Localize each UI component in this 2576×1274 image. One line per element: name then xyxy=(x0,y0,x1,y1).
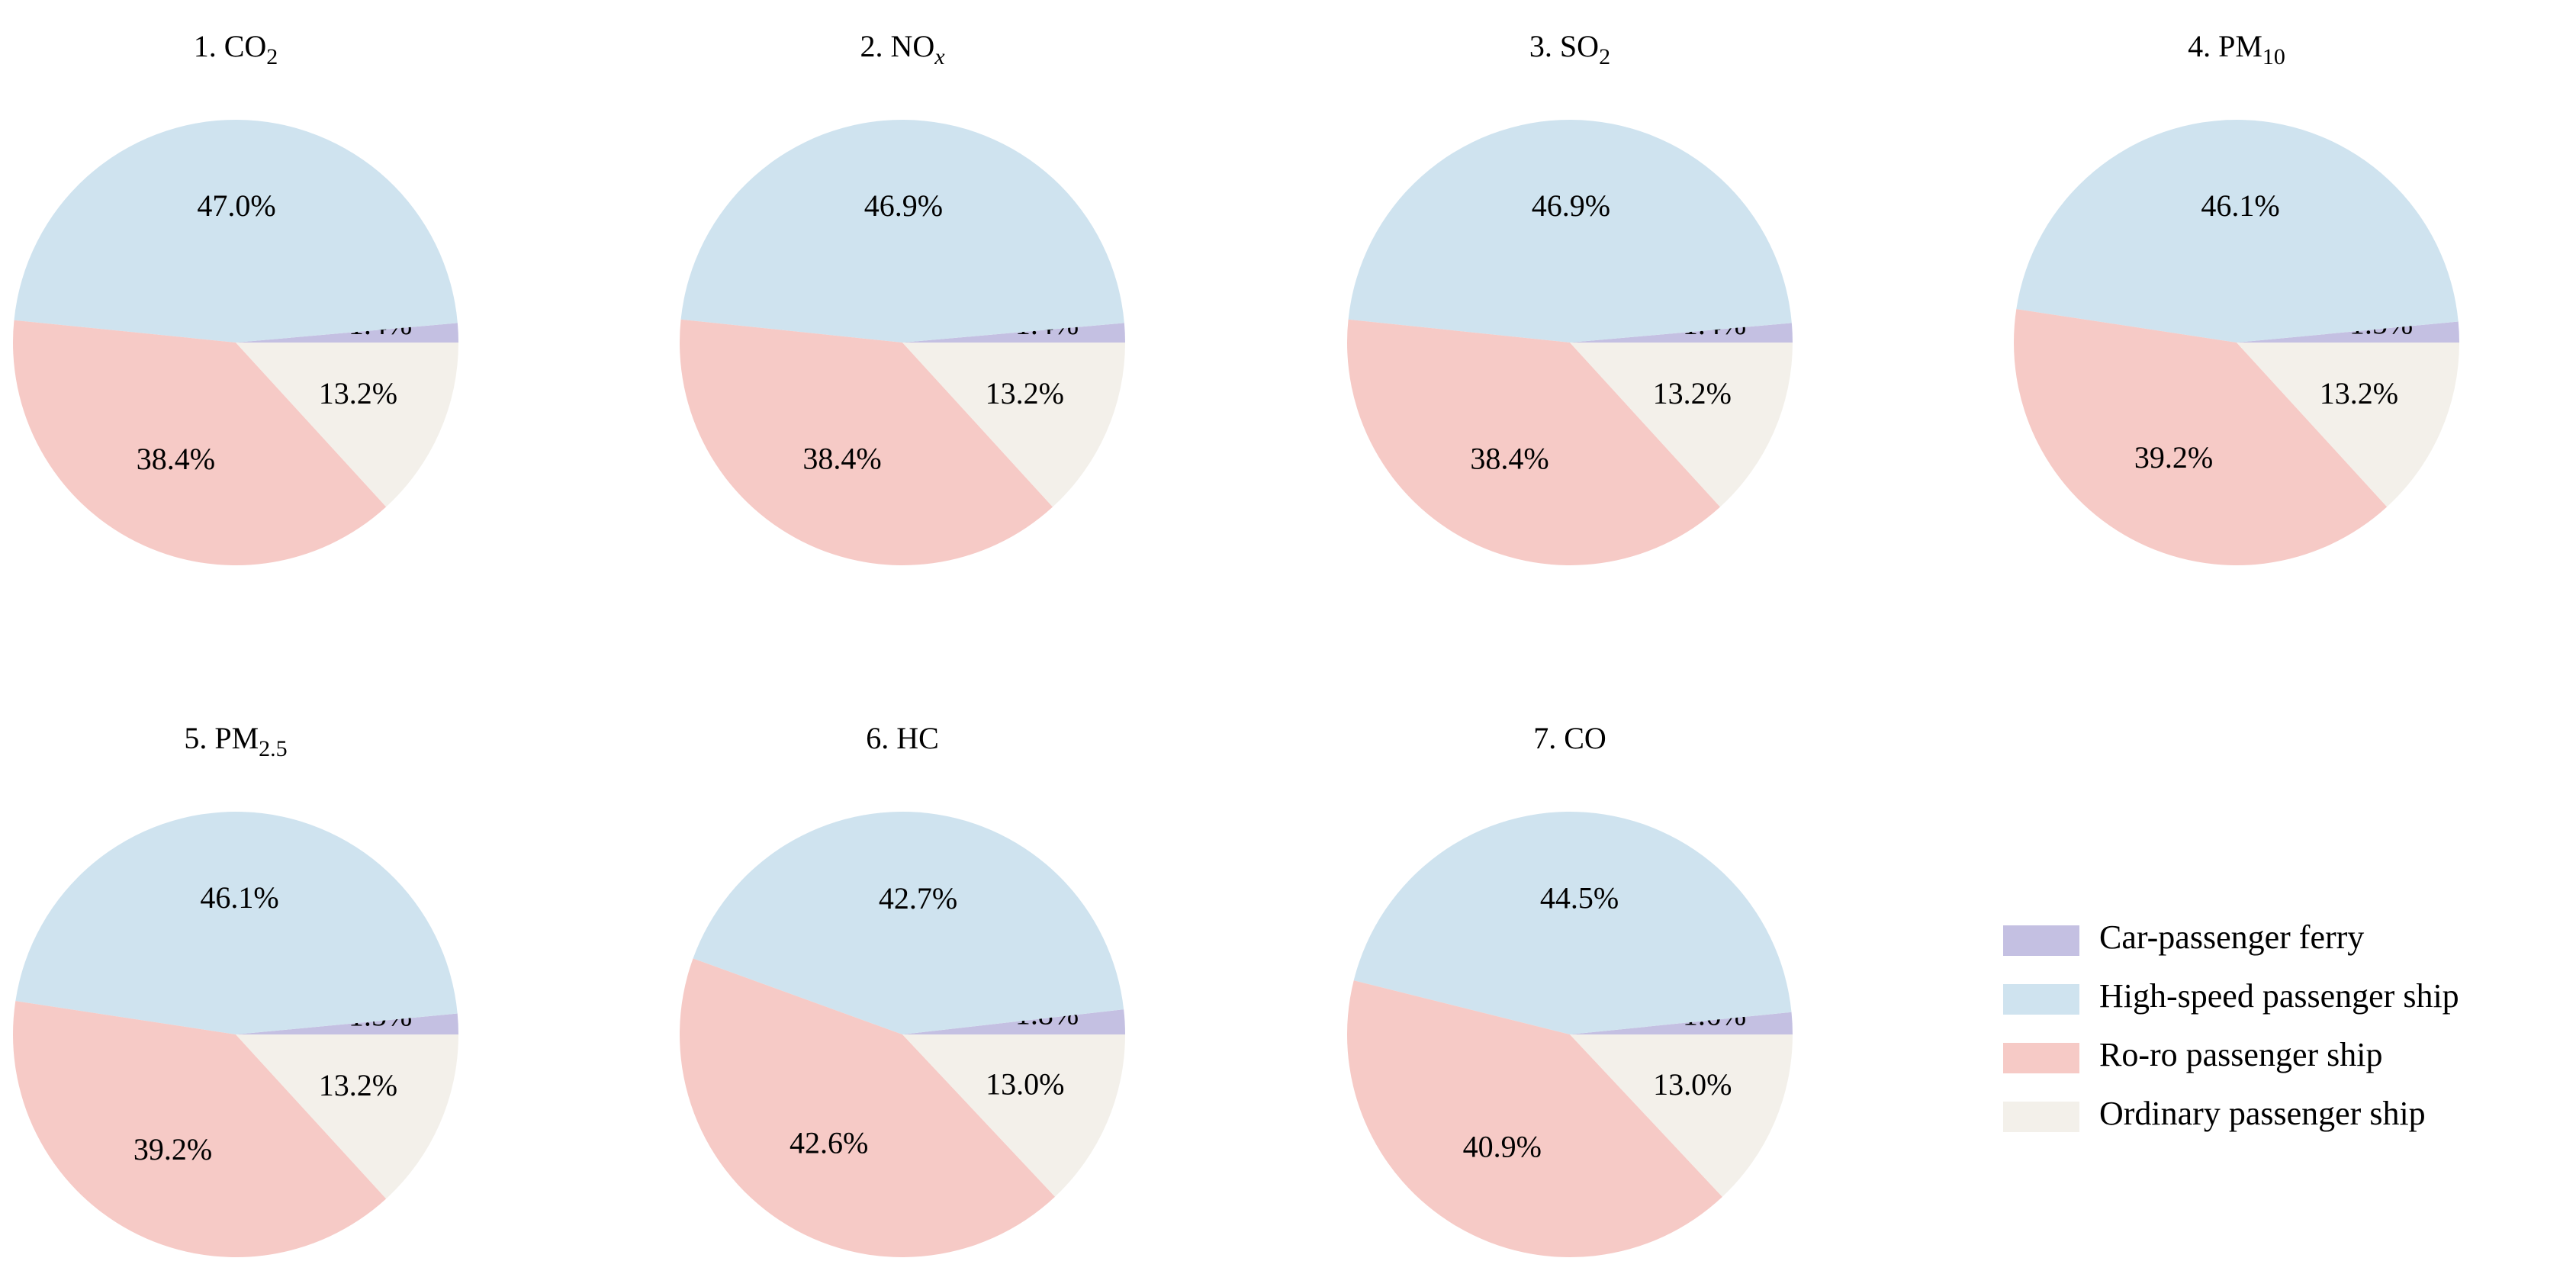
pie-title: 6. HC xyxy=(866,721,939,755)
pie-title: 4. PM10 xyxy=(2188,29,2285,69)
pie-title-subscript: 2.5 xyxy=(259,736,288,761)
legend-swatch-ro-ro-passenger-ship xyxy=(2003,1043,2079,1073)
pie-slice-car-passenger-ferry xyxy=(1570,1012,1793,1034)
pie-slice-high-speed-passenger-ship xyxy=(1348,119,1792,343)
pie-title: 1. CO2 xyxy=(194,29,278,69)
pie-3: 3. SO21.4%46.9%38.4%13.2% xyxy=(1346,29,1793,566)
pie-title-text: 2. NO xyxy=(860,29,934,63)
pie-slice-ro-ro-passenger-ship xyxy=(679,958,1056,1258)
pie-title-text: 6. HC xyxy=(866,721,939,755)
pie-title-text: 5. PM xyxy=(184,721,259,755)
pie-slice-car-passenger-ferry xyxy=(236,1013,458,1034)
legend-label: Ordinary passenger ship xyxy=(2099,1095,2426,1132)
pie-slice-high-speed-passenger-ship xyxy=(1353,811,1792,1034)
pie-slice-ordinary-passenger-ship xyxy=(1570,343,1793,507)
pie-1: 1. CO21.4%47.0%38.4%13.2% xyxy=(12,29,458,566)
slice-label: 13.2% xyxy=(986,376,1064,410)
pie-slice-ro-ro-passenger-ship xyxy=(679,319,1053,566)
pie-title-text: 7. CO xyxy=(1533,721,1606,755)
pie-2: 2. NOx1.4%46.9%38.4%13.2% xyxy=(679,29,1125,566)
legend-label: Car-passenger ferry xyxy=(2099,919,2364,956)
slice-label: 47.0% xyxy=(197,188,275,223)
slice-label: 38.4% xyxy=(1470,442,1548,476)
pie-title: 7. CO xyxy=(1533,721,1606,755)
pie-slice-car-passenger-ferry xyxy=(902,1009,1125,1034)
pie-slice-high-speed-passenger-ship xyxy=(693,811,1124,1034)
pie-slice-high-speed-passenger-ship xyxy=(15,811,458,1034)
pie-slice-high-speed-passenger-ship xyxy=(2016,119,2459,343)
legend: Car-passenger ferry High-speed passenger … xyxy=(2003,919,2459,1132)
pie-slice-ordinary-passenger-ship xyxy=(236,343,458,507)
pie-charts-group: 1. CO21.4%47.0%38.4%13.2%2. NOx1.4%46.9%… xyxy=(12,29,2459,1258)
slice-label: 13.2% xyxy=(1653,376,1732,410)
slice-label: 46.1% xyxy=(2201,188,2279,223)
slice-label: 40.9% xyxy=(1463,1129,1542,1163)
pie-title-text: 4. PM xyxy=(2188,29,2262,63)
pie-slice-ro-ro-passenger-ship xyxy=(1346,980,1722,1258)
slice-label: 42.7% xyxy=(879,881,957,915)
pie-slice-ordinary-passenger-ship xyxy=(236,1034,458,1199)
legend-swatch-car-passenger-ferry xyxy=(2003,925,2079,956)
pie-title-subscript: x xyxy=(934,44,945,69)
pie-4: 4. PM101.5%46.1%39.2%13.2% xyxy=(2013,29,2459,566)
slice-label: 39.2% xyxy=(2134,440,2213,475)
pie-slice-car-passenger-ferry xyxy=(902,323,1125,343)
pie-title: 2. NOx xyxy=(860,29,945,69)
slice-label: 13.0% xyxy=(1653,1067,1732,1102)
slice-label: 46.9% xyxy=(864,188,943,223)
legend-swatch-ordinary-passenger-ship xyxy=(2003,1102,2079,1132)
slice-label: 39.2% xyxy=(133,1132,212,1166)
pie-title-text: 3. SO xyxy=(1529,29,1599,63)
pie-7: 7. CO1.6%44.5%40.9%13.0% xyxy=(1346,721,1793,1258)
pie-slice-ordinary-passenger-ship xyxy=(902,343,1125,507)
slice-label: 38.4% xyxy=(137,442,215,476)
pie-title-subscript: 10 xyxy=(2262,44,2285,69)
pie-title-text: 1. CO xyxy=(194,29,267,63)
pie-slice-ro-ro-passenger-ship xyxy=(2013,309,2388,566)
slice-label: 13.2% xyxy=(2320,376,2398,410)
pie-slice-ro-ro-passenger-ship xyxy=(12,320,387,566)
pie-slice-high-speed-passenger-ship xyxy=(680,119,1124,343)
pie-title-subscript: 2 xyxy=(266,44,278,69)
pie-slice-car-passenger-ferry xyxy=(1570,323,1793,343)
legend-label: Ro-ro passenger ship xyxy=(2099,1036,2383,1073)
slice-label: 42.6% xyxy=(790,1125,868,1160)
pie-title: 5. PM2.5 xyxy=(184,721,287,761)
pie-slice-ordinary-passenger-ship xyxy=(2237,343,2459,507)
legend-swatch-high-speed-passenger-ship xyxy=(2003,984,2079,1015)
pie-title: 3. SO2 xyxy=(1529,29,1610,69)
pie-slice-ordinary-passenger-ship xyxy=(1570,1034,1793,1197)
pie-slice-ro-ro-passenger-ship xyxy=(1346,319,1721,566)
pie-slice-ro-ro-passenger-ship xyxy=(12,1001,387,1258)
slice-label: 13.2% xyxy=(319,1068,397,1102)
slice-label: 13.2% xyxy=(319,376,397,410)
pie-title-subscript: 2 xyxy=(1599,44,1610,69)
slice-label: 46.9% xyxy=(1532,188,1610,223)
slice-label: 46.1% xyxy=(200,880,278,915)
pie-6: 6. HC1.8%42.7%42.6%13.0% xyxy=(679,721,1125,1258)
pie-5: 5. PM2.51.5%46.1%39.2%13.2% xyxy=(12,721,458,1258)
pie-slice-car-passenger-ferry xyxy=(236,323,458,343)
legend-label: High-speed passenger ship xyxy=(2099,977,2459,1015)
pie-slice-high-speed-passenger-ship xyxy=(14,119,458,343)
slice-label: 44.5% xyxy=(1540,880,1619,915)
pie-slice-car-passenger-ferry xyxy=(2237,321,2459,343)
slice-label: 13.0% xyxy=(986,1067,1064,1102)
slice-label: 38.4% xyxy=(802,442,881,476)
pie-slice-ordinary-passenger-ship xyxy=(902,1034,1125,1197)
